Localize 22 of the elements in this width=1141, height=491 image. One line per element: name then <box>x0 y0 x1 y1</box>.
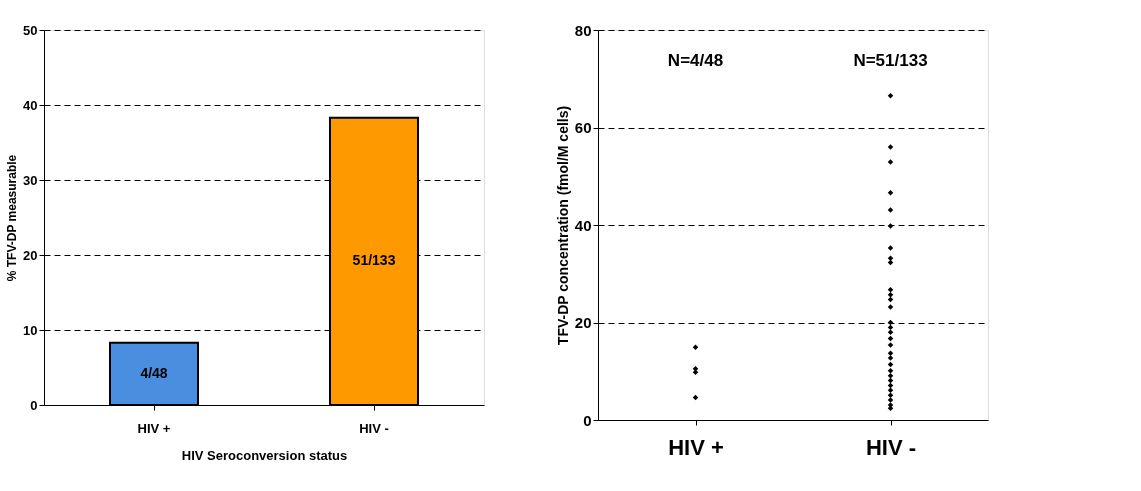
y-axis-title: TFV-DP concentration (fmol/M cells) <box>554 105 571 346</box>
y-tick-label: 40 <box>574 216 592 234</box>
y-axis-title: % TFV-DP measurable <box>5 154 20 282</box>
y-tick-label: 30 <box>23 172 38 188</box>
y-tick-label: 60 <box>574 119 592 136</box>
x-tick-label: HIV - <box>359 420 389 436</box>
y-tick-label: 80 <box>574 21 592 39</box>
y-tick-label: 40 <box>23 97 38 113</box>
annotation: N=51/133 <box>853 51 928 71</box>
x-tick-label: HIV + <box>668 434 724 460</box>
y-tick-label: 0 <box>583 411 592 429</box>
y-tick-label: 50 <box>23 22 38 38</box>
annotation: N=4/48 <box>667 51 724 71</box>
y-tick-label: 10 <box>23 322 38 338</box>
x-axis-title: HIV Seroconversion status <box>181 447 348 463</box>
y-tick-label: 20 <box>574 314 592 331</box>
x-tick-label: HIV + <box>137 420 171 436</box>
x-tick-label: HIV - <box>865 434 917 460</box>
data-label: 51/133 <box>352 252 396 269</box>
y-tick-label: 20 <box>23 247 38 263</box>
data-label: 4/48 <box>140 364 168 381</box>
y-tick-label: 0 <box>30 397 38 413</box>
